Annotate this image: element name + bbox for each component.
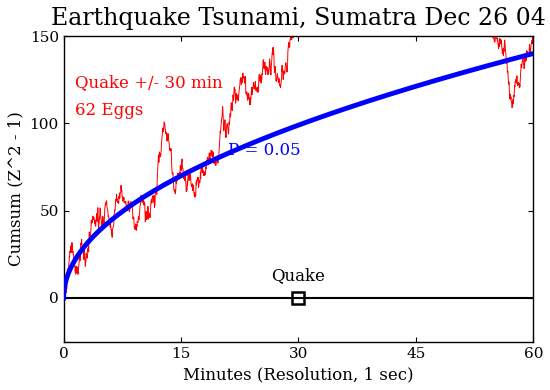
Y-axis label: Cumsum (Z^2 - 1): Cumsum (Z^2 - 1) bbox=[7, 112, 24, 266]
X-axis label: Minutes (Resolution, 1 sec): Minutes (Resolution, 1 sec) bbox=[183, 366, 414, 383]
Text: P = 0.05: P = 0.05 bbox=[228, 142, 301, 159]
Title: Earthquake Tsunami, Sumatra Dec 26 04: Earthquake Tsunami, Sumatra Dec 26 04 bbox=[51, 7, 546, 30]
Text: 62 Eggs: 62 Eggs bbox=[75, 103, 144, 119]
Text: Quake +/- 30 min: Quake +/- 30 min bbox=[75, 74, 223, 92]
Text: Quake: Quake bbox=[272, 268, 326, 285]
